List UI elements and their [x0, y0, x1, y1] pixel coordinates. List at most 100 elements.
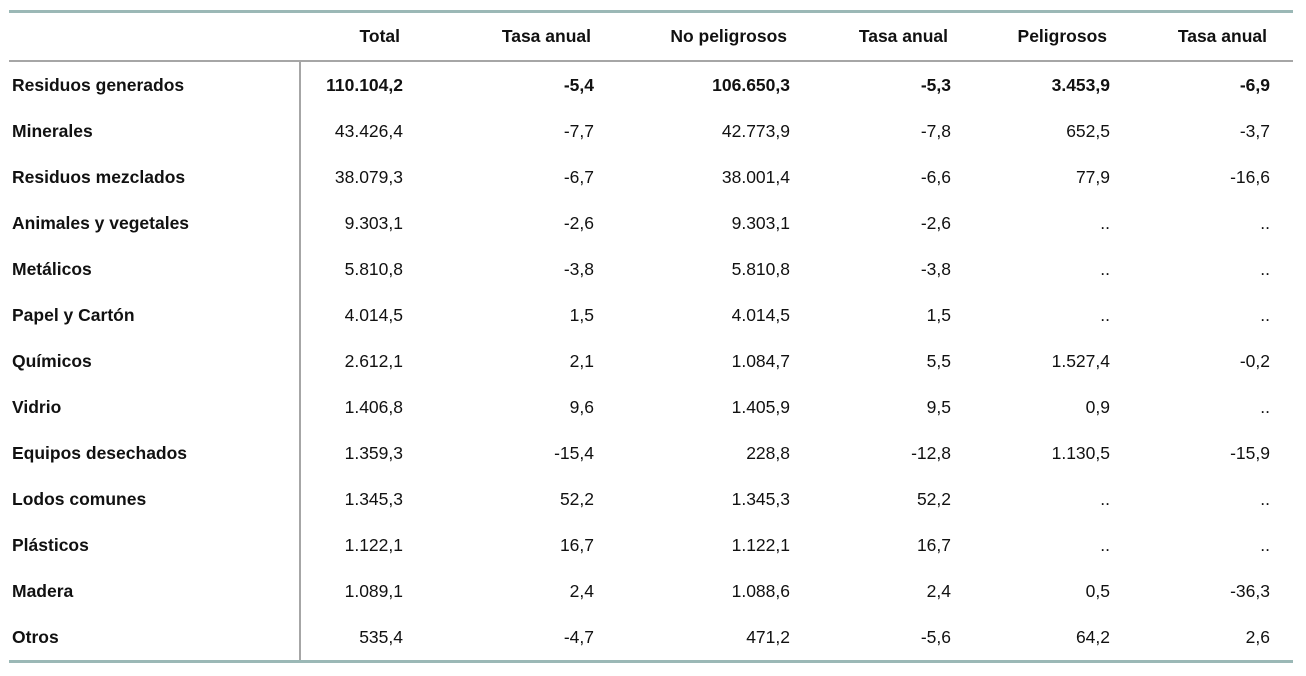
row-label: Papel y Cartón [9, 292, 301, 338]
cell: 42.773,9 [721, 120, 790, 141]
cell: -2,6 [563, 212, 594, 233]
cell: 1.084,7 [731, 350, 790, 371]
cell: 110.104,2 [326, 74, 403, 95]
cell: 1,5 [569, 304, 594, 325]
cell: 1.345,3 [731, 488, 790, 509]
table-row: Plásticos 1.122,1 16,7 1.122,1 16,7.... [9, 522, 1293, 568]
cell: -6,7 [563, 166, 594, 187]
cell: 2,6 [1245, 626, 1270, 647]
cell: 64,2 [1075, 626, 1110, 647]
cell: 535,4 [359, 626, 403, 647]
cell: 1.359,3 [344, 442, 403, 463]
row-label: Plásticos [9, 522, 301, 568]
row-label: Madera [9, 568, 301, 614]
table-row: Metálicos 5.810,8 -3,8 5.810,8 -3,8.... [9, 246, 1293, 292]
cell: 106.650,3 [712, 74, 790, 95]
cell: 1.122,1 [731, 534, 790, 555]
cell: .. [1260, 258, 1270, 279]
cell: 16,7 [916, 534, 951, 555]
cell: .. [1260, 534, 1270, 555]
cell: .. [1260, 396, 1270, 417]
cell: 16,7 [559, 534, 594, 555]
cell: 38.079,3 [334, 166, 403, 187]
header-tasa-anual-peligrosos: Tasa anual [1110, 11, 1293, 62]
cell: 5.810,8 [731, 258, 790, 279]
cell: 1.130,5 [1051, 442, 1110, 463]
cell: 2,4 [569, 580, 594, 601]
cell: -36,3 [1230, 580, 1270, 601]
row-label: Lodos comunes [9, 476, 301, 522]
table-row: Minerales 43.426,4 -7,7 42.773,9 -7,8 652,5 -3… [9, 108, 1293, 154]
cell: 9.303,1 [731, 212, 790, 233]
table-row: Equipos desechados 1.359,3 -15,4 228,8 -12,8… [9, 430, 1293, 476]
cell: 52,2 [916, 488, 951, 509]
cell: 1.406,8 [344, 396, 403, 417]
header-row: Total Tasa anual No peligrosos Tasa anua… [9, 11, 1293, 62]
cell: .. [1100, 304, 1110, 325]
table-row: Otros 535,4 -4,7 471,2 -5,6 64,2 2,6 [9, 614, 1293, 662]
cell: .. [1260, 212, 1270, 233]
cell: 3.453,9 [1051, 74, 1110, 95]
cell: 1.089,1 [344, 580, 403, 601]
row-label: Otros [9, 614, 301, 662]
table-body: Residuos generados 110.104,2 -5,4 106.650,3… [9, 61, 1293, 662]
row-label: Metálicos [9, 246, 301, 292]
cell: -5,4 [563, 74, 594, 95]
table-row: Madera 1.089,1 2,4 1.088,6 2,4 0,5 -36,3 [9, 568, 1293, 614]
cell: -12,8 [911, 442, 951, 463]
cell: -2,6 [920, 212, 951, 233]
table-row: Vidrio 1.406,8 9,6 1.405,9 9,5 0,9.. [9, 384, 1293, 430]
cell: 9,6 [569, 396, 594, 417]
cell: 1.345,3 [344, 488, 403, 509]
row-label: Residuos generados [9, 61, 301, 108]
cell: -15,9 [1230, 442, 1270, 463]
cell: 2,1 [569, 350, 594, 371]
cell: .. [1260, 488, 1270, 509]
cell: -6,6 [920, 166, 951, 187]
table-row: Animales y vegetales 9.303,1 -2,6 9.303,1 -2… [9, 200, 1293, 246]
header-peligrosos: Peligrosos [951, 11, 1110, 62]
cell: 43.426,4 [334, 120, 403, 141]
row-label: Residuos mezclados [9, 154, 301, 200]
row-label: Vidrio [9, 384, 301, 430]
row-label: Animales y vegetales [9, 200, 301, 246]
table-row: Lodos comunes 1.345,3 52,2 1.345,3 52,2.... [9, 476, 1293, 522]
row-label: Equipos desechados [9, 430, 301, 476]
cell: 5,5 [926, 350, 951, 371]
table-row: Residuos mezclados 38.079,3 -6,7 38.001,4 -6… [9, 154, 1293, 200]
header-tasa-anual-total: Tasa anual [403, 11, 594, 62]
cell: 9.303,1 [344, 212, 403, 233]
cell: 52,2 [559, 488, 594, 509]
cell: -6,9 [1239, 74, 1270, 95]
cell: -7,8 [920, 120, 951, 141]
cell: 0,9 [1085, 396, 1110, 417]
table-row: Papel y Cartón 4.014,5 1,5 4.014,5 1,5.... [9, 292, 1293, 338]
cell: .. [1100, 258, 1110, 279]
table-header: Total Tasa anual No peligrosos Tasa anua… [9, 11, 1293, 62]
header-empty [9, 11, 300, 62]
cell: -0,2 [1239, 350, 1270, 371]
cell: -16,6 [1230, 166, 1270, 187]
cell: .. [1100, 212, 1110, 233]
cell: .. [1260, 304, 1270, 325]
header-no-peligrosos: No peligrosos [594, 11, 790, 62]
cell: -3,8 [920, 258, 951, 279]
cell: .. [1100, 488, 1110, 509]
cell: -5,6 [920, 626, 951, 647]
cell: 5.810,8 [344, 258, 403, 279]
header-tasa-anual-no-peligrosos: Tasa anual [790, 11, 951, 62]
cell: -7,7 [563, 120, 594, 141]
cell: 1.088,6 [731, 580, 790, 601]
cell: 1.527,4 [1051, 350, 1110, 371]
cell: 4.014,5 [731, 304, 790, 325]
table-row: Químicos 2.612,1 2,1 1.084,7 5,5 1.527,4 -0,2 [9, 338, 1293, 384]
cell: 4.014,5 [344, 304, 403, 325]
row-label: Químicos [9, 338, 301, 384]
cell: -4,7 [563, 626, 594, 647]
cell: 77,9 [1075, 166, 1110, 187]
cell: 1,5 [926, 304, 951, 325]
cell: .. [1100, 534, 1110, 555]
cell: 9,5 [926, 396, 951, 417]
cell: 228,8 [746, 442, 790, 463]
